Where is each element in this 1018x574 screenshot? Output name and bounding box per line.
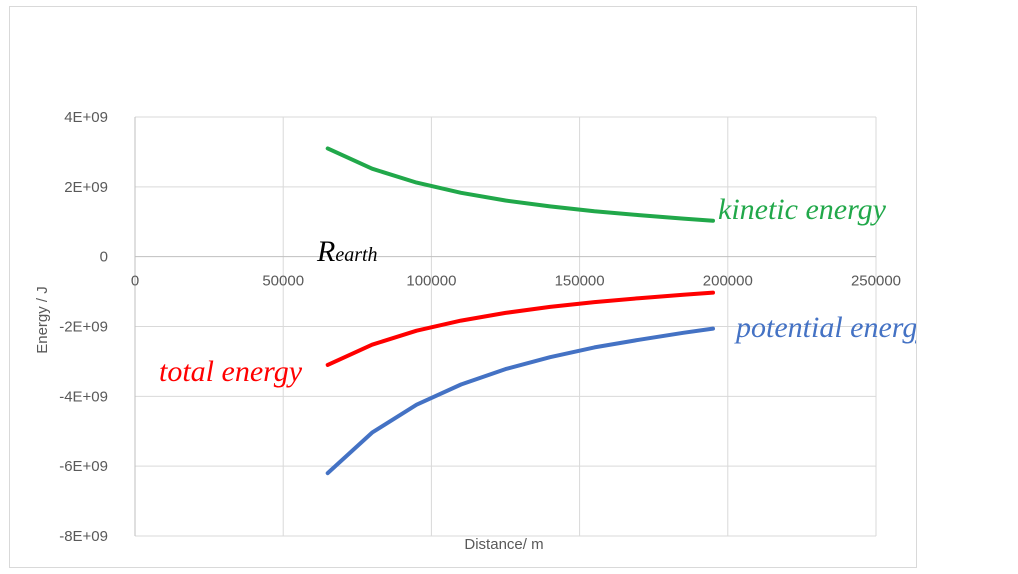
x-tick-label: 50000 [262, 273, 304, 290]
r-earth-base: R [316, 235, 335, 268]
y-tick-labels: 4E+09 2E+09 0 -2E+09 -4E+09 -6E+09 -8E+09 [59, 109, 108, 545]
x-tick-labels: 0 50000 100000 150000 200000 250000 [131, 273, 901, 290]
total-energy-label: total energy [159, 355, 303, 388]
potential-energy-label: potential energy [734, 311, 916, 344]
y-tick-label: -4E+09 [59, 388, 108, 405]
chart-area: 0 50000 100000 150000 200000 250000 4E+09 2E+0… [9, 6, 917, 568]
x-tick-label: 100000 [406, 273, 456, 290]
y-axis-title: Energy / J [34, 286, 51, 354]
y-tick-label: 4E+09 [64, 109, 108, 126]
x-axis-title: Distance/ m [464, 536, 543, 553]
total-energy-line [325, 290, 715, 367]
kinetic-energy-line [325, 146, 715, 223]
gridlines [135, 116, 877, 537]
potential-energy-line [325, 326, 715, 476]
r-earth-subscript: earth [335, 244, 377, 266]
x-tick-label: 0 [131, 273, 139, 290]
chart-svg: 0 50000 100000 150000 200000 250000 4E+09 2E+0… [34, 109, 916, 553]
x-tick-label: 250000 [851, 273, 901, 290]
y-tick-label: 0 [100, 249, 108, 266]
r-earth-label: Rearth [316, 235, 378, 268]
kinetic-energy-label: kinetic energy [718, 193, 887, 226]
axes [134, 117, 876, 536]
series-lines [325, 146, 715, 476]
x-tick-label: 150000 [555, 273, 605, 290]
y-tick-label: -2E+09 [59, 319, 108, 336]
y-tick-label: -8E+09 [59, 528, 108, 545]
y-tick-label: -6E+09 [59, 458, 108, 475]
x-tick-label: 200000 [703, 273, 753, 290]
y-tick-label: 2E+09 [64, 179, 108, 196]
